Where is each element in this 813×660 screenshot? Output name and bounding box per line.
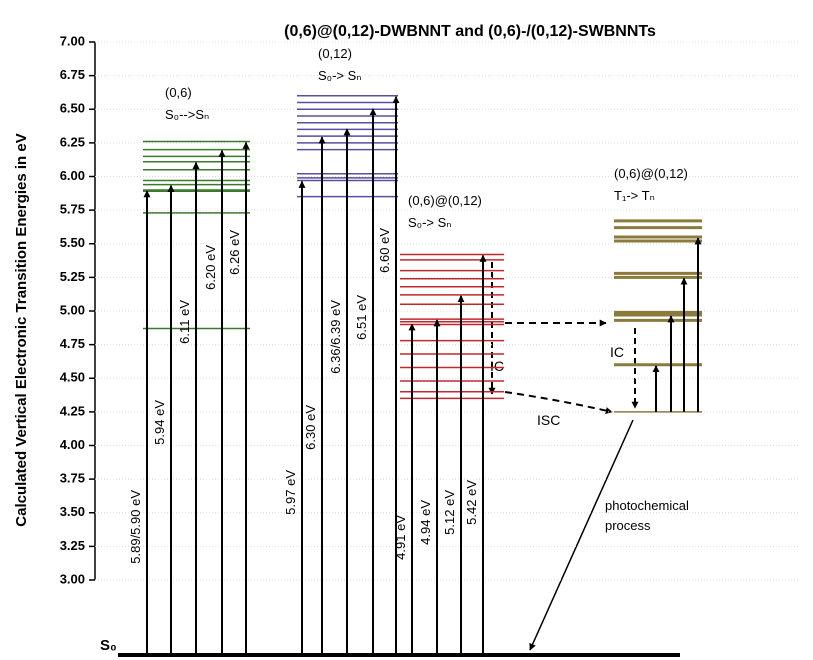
baseline-label: S₀ [100,637,117,654]
y-tick-label: 6.25 [60,134,85,149]
annotation: photochemical [605,498,689,513]
y-tick-label: 6.75 [60,67,85,82]
group-subtitle: T₁-> Tₙ [614,188,655,203]
transition-label: 5.42 eV [464,480,479,525]
y-tick-label: 5.50 [60,235,85,250]
transition-label: 5.89/5.90 eV [128,490,143,564]
y-tick-label: 3.25 [60,538,85,553]
group-name: (0,6) [165,85,192,100]
transition-label: 6.30 eV [303,405,318,450]
annotation: IC [610,344,624,360]
group-name: (0,6)@(0,12) [614,166,688,181]
isc-arrow [504,391,613,414]
y-tick-label: 5.25 [60,269,85,284]
group-subtitle: S₀-> Sₙ [408,215,451,230]
y-axis-label: Calculated Vertical Electronic Transitio… [13,133,30,526]
y-tick-label: 7.00 [60,33,85,48]
transition-label: 5.94 eV [152,400,167,445]
annotation: process [605,518,651,533]
y-tick-label: 4.50 [60,370,85,385]
annotation: ISC [537,412,560,428]
transition-label: 6.36/6.39 eV [328,300,343,374]
y-tick-label: 6.50 [60,101,85,116]
y-tick-label: 6.00 [60,168,85,183]
process-arrow [529,419,634,651]
y-tick-label: 4.75 [60,336,85,351]
transition-label: 6.51 eV [354,295,369,340]
y-tick-label: 4.25 [60,403,85,418]
y-tick-label: 5.00 [60,302,85,317]
group-name: (0,12) [318,46,352,61]
y-tick-label: 4.00 [60,437,85,452]
y-tick-label: 3.00 [60,571,85,586]
transition-label: 5.97 eV [283,470,298,515]
transition-label: 4.94 eV [418,500,433,545]
chart-title: (0,6)@(0,12)-DWBNNT and (0,6)-/(0,12)-SW… [284,23,656,40]
group-subtitle: S₀-> Sₙ [318,68,361,83]
group-name: (0,6)@(0,12) [408,193,482,208]
y-tick-label: 5.75 [60,202,85,217]
transition-label: 6.60 eV [377,228,392,273]
transition-label: 6.20 eV [203,245,218,290]
transition-label: 5.12 eV [442,490,457,535]
annotation: IC [490,358,504,374]
transition-label: 6.26 eV [227,230,242,275]
transition-label: 4.91 eV [393,515,408,560]
y-tick-label: 3.75 [60,471,85,486]
transition-label: 6.11 eV [177,300,192,344]
y-tick-label: 3.50 [60,504,85,519]
group-subtitle: S₀-->Sₙ [165,107,209,122]
